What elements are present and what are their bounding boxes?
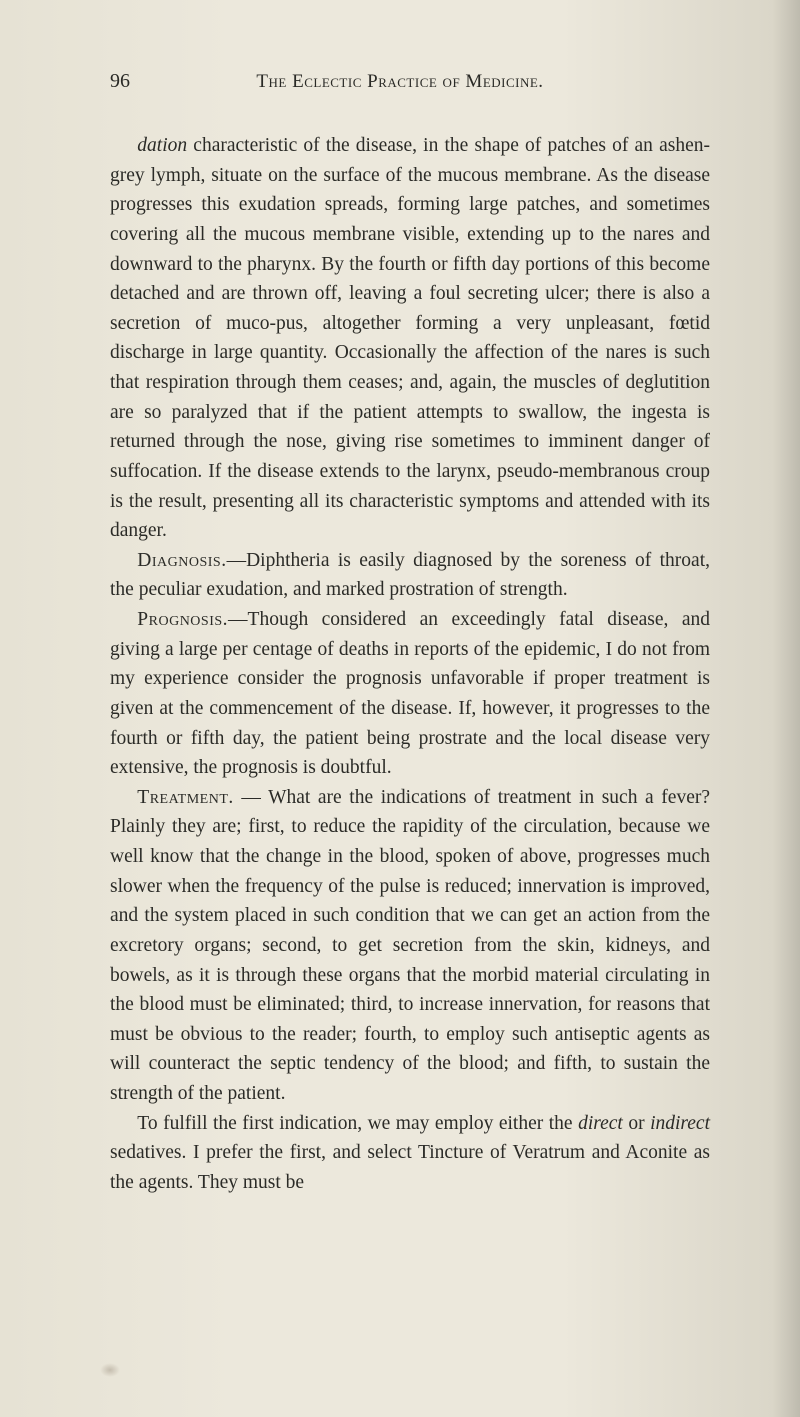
paragraph-diagnosis: Diagnosis.—Diphtheria is easily diagnose… (110, 546, 710, 605)
paragraph-treatment-text: — What are the indications of treatment … (110, 787, 710, 1104)
italic-direct: direct (578, 1113, 623, 1134)
heading-treatment: Treatment. (137, 787, 233, 808)
paragraph-prognosis: Prognosis.—Though considered an exceedin… (110, 605, 710, 783)
paragraph-treatment: Treatment. — What are the indications of… (110, 783, 710, 1109)
paragraph-fulfill-rest: sedatives. I prefer the first, and selec… (110, 1142, 710, 1193)
heading-diagnosis: Diagnosis. (137, 550, 226, 571)
page-stain (100, 1363, 120, 1377)
lead-italic-dation: dation (137, 135, 187, 156)
paragraph-prognosis-text: —Though considered an exceedingly fatal … (110, 609, 710, 778)
paragraph-fulfill-start: To fulfill the first indication, we may … (137, 1113, 578, 1134)
paragraph-1-text: characteristic of the disease, in the sh… (110, 135, 710, 541)
page-number: 96 (110, 70, 130, 93)
running-title: The Eclectic Practice of Medicine. (130, 71, 670, 93)
page: 96 The Eclectic Practice of Medicine. da… (0, 0, 800, 1417)
body-text: dation characteristic of the disease, in… (110, 131, 710, 1198)
heading-prognosis: Prognosis. (137, 609, 228, 630)
italic-indirect: indirect (650, 1113, 710, 1134)
paragraph-fulfill-mid: or (623, 1113, 650, 1134)
paragraph-fulfill: To fulfill the first indication, we may … (110, 1109, 710, 1198)
page-header: 96 The Eclectic Practice of Medicine. (110, 70, 710, 93)
paragraph-1: dation characteristic of the disease, in… (110, 131, 710, 546)
